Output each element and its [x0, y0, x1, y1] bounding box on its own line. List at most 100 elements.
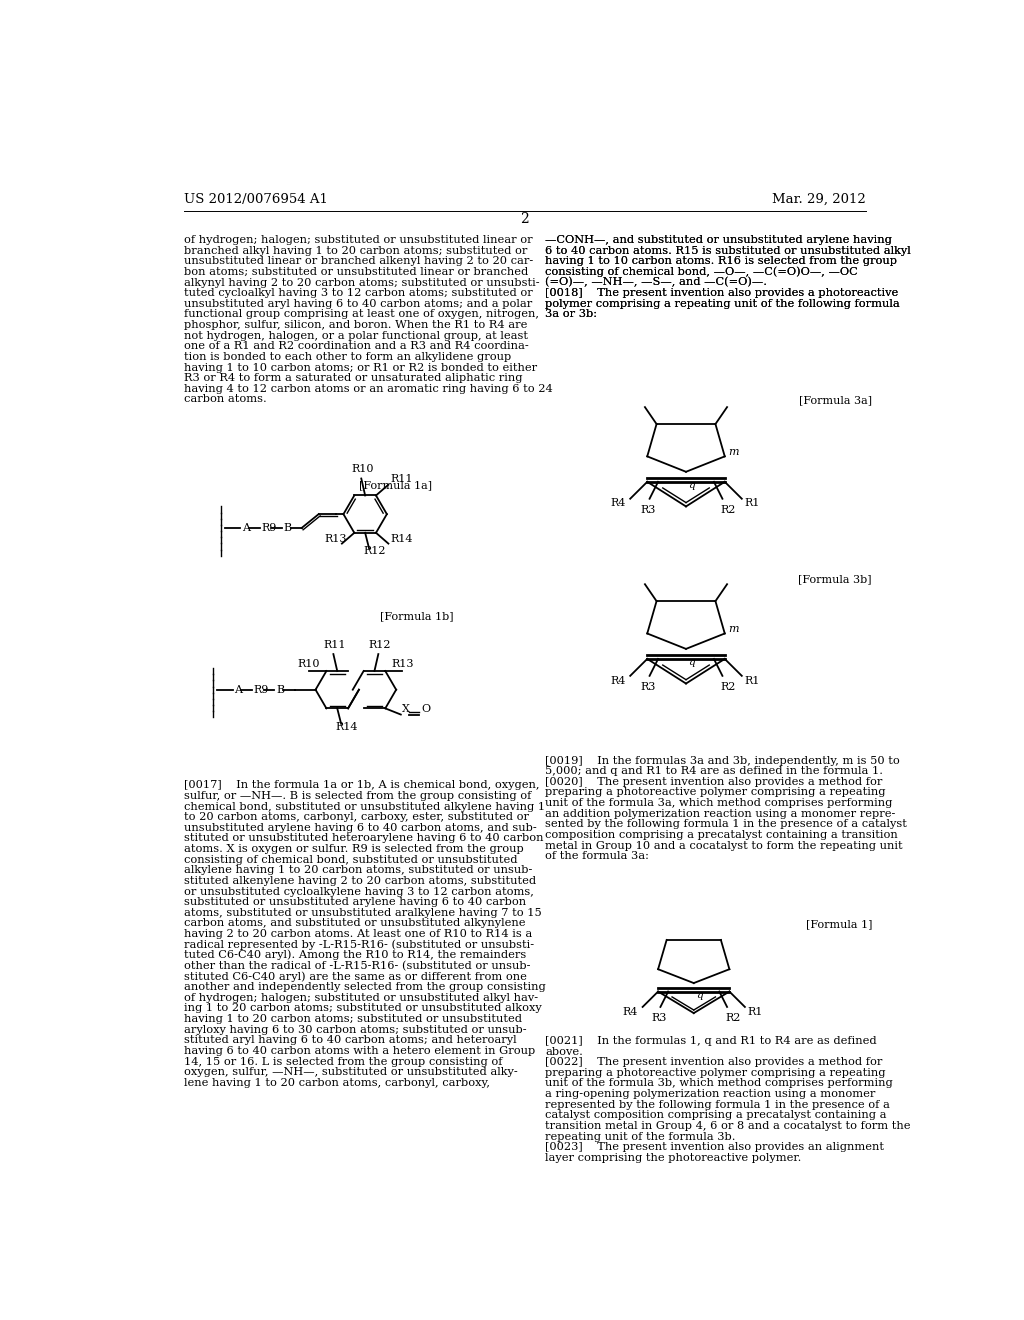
- Text: sulfur, or —NH—. B is selected from the group consisting of: sulfur, or —NH—. B is selected from the …: [183, 791, 531, 801]
- Text: R14: R14: [390, 535, 413, 544]
- Text: R1: R1: [744, 676, 760, 685]
- Text: repeating unit of the formula 3b.: repeating unit of the formula 3b.: [545, 1131, 735, 1142]
- Text: not hydrogen, halogen, or a polar functional group, at least: not hydrogen, halogen, or a polar functi…: [183, 331, 527, 341]
- Text: transition metal in Group 4, 6 or 8 and a cocatalyst to form the: transition metal in Group 4, 6 or 8 and …: [545, 1121, 910, 1131]
- Text: represented by the following formula 1 in the presence of a: represented by the following formula 1 i…: [545, 1100, 890, 1110]
- Text: stituted aryl having 6 to 40 carbon atoms; and heteroaryl: stituted aryl having 6 to 40 carbon atom…: [183, 1035, 516, 1045]
- Text: chemical bond, substituted or unsubstituted alkylene having 1: chemical bond, substituted or unsubstitu…: [183, 801, 545, 812]
- Text: 3a or 3b:: 3a or 3b:: [545, 309, 597, 319]
- Text: m: m: [729, 447, 739, 457]
- Text: R4: R4: [610, 676, 626, 685]
- Text: R1: R1: [744, 499, 760, 508]
- Text: q: q: [688, 659, 695, 667]
- Text: of hydrogen; halogen; substituted or unsubstituted alkyl hav-: of hydrogen; halogen; substituted or uns…: [183, 993, 538, 1003]
- Text: or unsubstituted cycloalkylene having 3 to 12 carbon atoms,: or unsubstituted cycloalkylene having 3 …: [183, 887, 534, 896]
- Text: R3: R3: [640, 681, 655, 692]
- Text: [0017]    In the formula 1a or 1b, A is chemical bond, oxygen,: [0017] In the formula 1a or 1b, A is che…: [183, 780, 540, 791]
- Text: [0018]    The present invention also provides a photoreactive: [0018] The present invention also provid…: [545, 288, 898, 298]
- Text: of the formula 3a:: of the formula 3a:: [545, 851, 649, 861]
- Text: stituted or unsubstituted heteroarylene having 6 to 40 carbon: stituted or unsubstituted heteroarylene …: [183, 833, 544, 843]
- Text: tion is bonded to each other to form an alkylidene group: tion is bonded to each other to form an …: [183, 352, 511, 362]
- Text: R11: R11: [390, 474, 413, 483]
- Text: having 6 to 40 carbon atoms with a hetero element in Group: having 6 to 40 carbon atoms with a heter…: [183, 1045, 536, 1056]
- Text: A: A: [234, 685, 242, 694]
- Text: composition comprising a precatalyst containing a transition: composition comprising a precatalyst con…: [545, 830, 898, 840]
- Text: sented by the following formula 1 in the presence of a catalyst: sented by the following formula 1 in the…: [545, 820, 907, 829]
- Text: of hydrogen; halogen; substituted or unsubstituted linear or: of hydrogen; halogen; substituted or uns…: [183, 235, 532, 246]
- Text: R3: R3: [651, 1012, 667, 1023]
- Text: R12: R12: [364, 546, 386, 556]
- Text: [Formula 3b]: [Formula 3b]: [799, 574, 872, 583]
- Text: branched alkyl having 1 to 20 carbon atoms; substituted or: branched alkyl having 1 to 20 carbon ato…: [183, 246, 527, 256]
- Text: (=O)—, —NH—, —S—, and —C(=O)—.: (=O)—, —NH—, —S—, and —C(=O)—.: [545, 277, 767, 288]
- Text: R10: R10: [297, 659, 319, 669]
- Text: atoms, substituted or unsubstituted aralkylene having 7 to 15: atoms, substituted or unsubstituted aral…: [183, 908, 542, 917]
- Text: q: q: [696, 991, 702, 999]
- Text: 5,000; and q and R1 to R4 are as defined in the formula 1.: 5,000; and q and R1 to R4 are as defined…: [545, 766, 883, 776]
- Text: [0022]    The present invention also provides a method for: [0022] The present invention also provid…: [545, 1057, 883, 1067]
- Text: preparing a photoreactive polymer comprising a repeating: preparing a photoreactive polymer compri…: [545, 1068, 886, 1077]
- Text: R2: R2: [721, 504, 736, 515]
- Text: unsubstituted aryl having 6 to 40 carbon atoms; and a polar: unsubstituted aryl having 6 to 40 carbon…: [183, 298, 532, 309]
- Text: having 1 to 10 carbon atoms. R16 is selected from the group: having 1 to 10 carbon atoms. R16 is sele…: [545, 256, 897, 267]
- Text: phosphor, sulfur, silicon, and boron. When the R1 to R4 are: phosphor, sulfur, silicon, and boron. Wh…: [183, 321, 527, 330]
- Text: [Formula 3a]: [Formula 3a]: [799, 395, 872, 405]
- Text: layer comprising the photoreactive polymer.: layer comprising the photoreactive polym…: [545, 1152, 802, 1163]
- Text: R2: R2: [721, 681, 736, 692]
- Text: B: B: [276, 685, 284, 694]
- Text: substituted or unsubstituted arylene having 6 to 40 carbon: substituted or unsubstituted arylene hav…: [183, 898, 526, 907]
- Text: aryloxy having 6 to 30 carbon atoms; substituted or unsub-: aryloxy having 6 to 30 carbon atoms; sub…: [183, 1024, 526, 1035]
- Text: [0019]    In the formulas 3a and 3b, independently, m is 50 to: [0019] In the formulas 3a and 3b, indepe…: [545, 755, 900, 766]
- Text: catalyst composition comprising a precatalyst containing a: catalyst composition comprising a precat…: [545, 1110, 887, 1121]
- Text: having 4 to 12 carbon atoms or an aromatic ring having 6 to 24: having 4 to 12 carbon atoms or an aromat…: [183, 384, 553, 393]
- Text: stituted alkenylene having 2 to 20 carbon atoms, substituted: stituted alkenylene having 2 to 20 carbo…: [183, 876, 536, 886]
- Text: other than the radical of -L-R15-R16- (substituted or unsub-: other than the radical of -L-R15-R16- (s…: [183, 961, 530, 972]
- Text: —CONH—, and substituted or unsubstituted arylene having: —CONH—, and substituted or unsubstituted…: [545, 235, 892, 246]
- Text: ing 1 to 20 carbon atoms; substituted or unsubstituted alkoxy: ing 1 to 20 carbon atoms; substituted or…: [183, 1003, 542, 1014]
- Text: carbon atoms, and substituted or unsubstituted alkynylene: carbon atoms, and substituted or unsubst…: [183, 919, 525, 928]
- Text: (=O)—, —NH—, —S—, and —C(=O)—.: (=O)—, —NH—, —S—, and —C(=O)—.: [545, 277, 767, 288]
- Text: tuted C6-C40 aryl). Among the R10 to R14, the remainders: tuted C6-C40 aryl). Among the R10 to R14…: [183, 949, 526, 960]
- Text: R9: R9: [261, 523, 276, 533]
- Text: [Formula 1b]: [Formula 1b]: [380, 611, 454, 620]
- Text: having 1 to 20 carbon atoms; substituted or unsubstituted: having 1 to 20 carbon atoms; substituted…: [183, 1014, 522, 1024]
- Text: R3: R3: [640, 504, 655, 515]
- Text: R2: R2: [726, 1012, 741, 1023]
- Text: an addition polymerization reaction using a monomer repre-: an addition polymerization reaction usin…: [545, 809, 895, 818]
- Text: unit of the formula 3a, which method comprises performing: unit of the formula 3a, which method com…: [545, 799, 892, 808]
- Text: functional group comprising at least one of oxygen, nitrogen,: functional group comprising at least one…: [183, 309, 539, 319]
- Text: R13: R13: [391, 659, 414, 669]
- Text: A: A: [242, 523, 250, 533]
- Text: alkynyl having 2 to 20 carbon atoms; substituted or unsubsti-: alkynyl having 2 to 20 carbon atoms; sub…: [183, 277, 540, 288]
- Text: metal in Group 10 and a cocatalyst to form the repeating unit: metal in Group 10 and a cocatalyst to fo…: [545, 841, 902, 850]
- Text: having 1 to 10 carbon atoms. R16 is selected from the group: having 1 to 10 carbon atoms. R16 is sele…: [545, 256, 897, 267]
- Text: carbon atoms.: carbon atoms.: [183, 395, 266, 404]
- Text: R4: R4: [623, 1007, 638, 1016]
- Text: R11: R11: [324, 640, 346, 649]
- Text: R3 or R4 to form a saturated or unsaturated aliphatic ring: R3 or R4 to form a saturated or unsatura…: [183, 374, 522, 383]
- Text: unit of the formula 3b, which method comprises performing: unit of the formula 3b, which method com…: [545, 1078, 893, 1089]
- Text: US 2012/0076954 A1: US 2012/0076954 A1: [183, 193, 328, 206]
- Text: atoms. X is oxygen or sulfur. R9 is selected from the group: atoms. X is oxygen or sulfur. R9 is sele…: [183, 843, 523, 854]
- Text: B: B: [284, 523, 292, 533]
- Text: having 2 to 20 carbon atoms. At least one of R10 to R14 is a: having 2 to 20 carbon atoms. At least on…: [183, 929, 532, 939]
- Text: O: O: [421, 705, 430, 714]
- Text: Mar. 29, 2012: Mar. 29, 2012: [772, 193, 866, 206]
- Text: having 1 to 10 carbon atoms; or R1 or R2 is bonded to either: having 1 to 10 carbon atoms; or R1 or R2…: [183, 363, 537, 372]
- Text: consisting of chemical bond, substituted or unsubstituted: consisting of chemical bond, substituted…: [183, 854, 517, 865]
- Text: [0018]    The present invention also provides a photoreactive: [0018] The present invention also provid…: [545, 288, 898, 298]
- Text: stituted C6-C40 aryl) are the same as or different from one: stituted C6-C40 aryl) are the same as or…: [183, 972, 526, 982]
- Text: unsubstituted arylene having 6 to 40 carbon atoms, and sub-: unsubstituted arylene having 6 to 40 car…: [183, 822, 537, 833]
- Text: one of a R1 and R2 coordination and a R3 and R4 coordina-: one of a R1 and R2 coordination and a R3…: [183, 342, 528, 351]
- Text: 14, 15 or 16. L is selected from the group consisting of: 14, 15 or 16. L is selected from the gro…: [183, 1056, 503, 1067]
- Text: preparing a photoreactive polymer comprising a repeating: preparing a photoreactive polymer compri…: [545, 788, 886, 797]
- Text: above.: above.: [545, 1047, 583, 1056]
- Text: polymer comprising a repeating unit of the following formula: polymer comprising a repeating unit of t…: [545, 298, 900, 309]
- Text: —CONH—, and substituted or unsubstituted arylene having: —CONH—, and substituted or unsubstituted…: [545, 235, 892, 246]
- Text: 6 to 40 carbon atoms. R15 is substituted or unsubstituted alkyl: 6 to 40 carbon atoms. R15 is substituted…: [545, 246, 910, 256]
- Text: tuted cycloalkyl having 3 to 12 carbon atoms; substituted or: tuted cycloalkyl having 3 to 12 carbon a…: [183, 288, 532, 298]
- Text: alkylene having 1 to 20 carbon atoms, substituted or unsub-: alkylene having 1 to 20 carbon atoms, su…: [183, 866, 532, 875]
- Text: consisting of chemical bond, —O—, —C(=O)O—, —OC: consisting of chemical bond, —O—, —C(=O)…: [545, 267, 858, 277]
- Text: 6 to 40 carbon atoms. R15 is substituted or unsubstituted alkyl: 6 to 40 carbon atoms. R15 is substituted…: [545, 246, 910, 256]
- Text: q: q: [688, 480, 695, 490]
